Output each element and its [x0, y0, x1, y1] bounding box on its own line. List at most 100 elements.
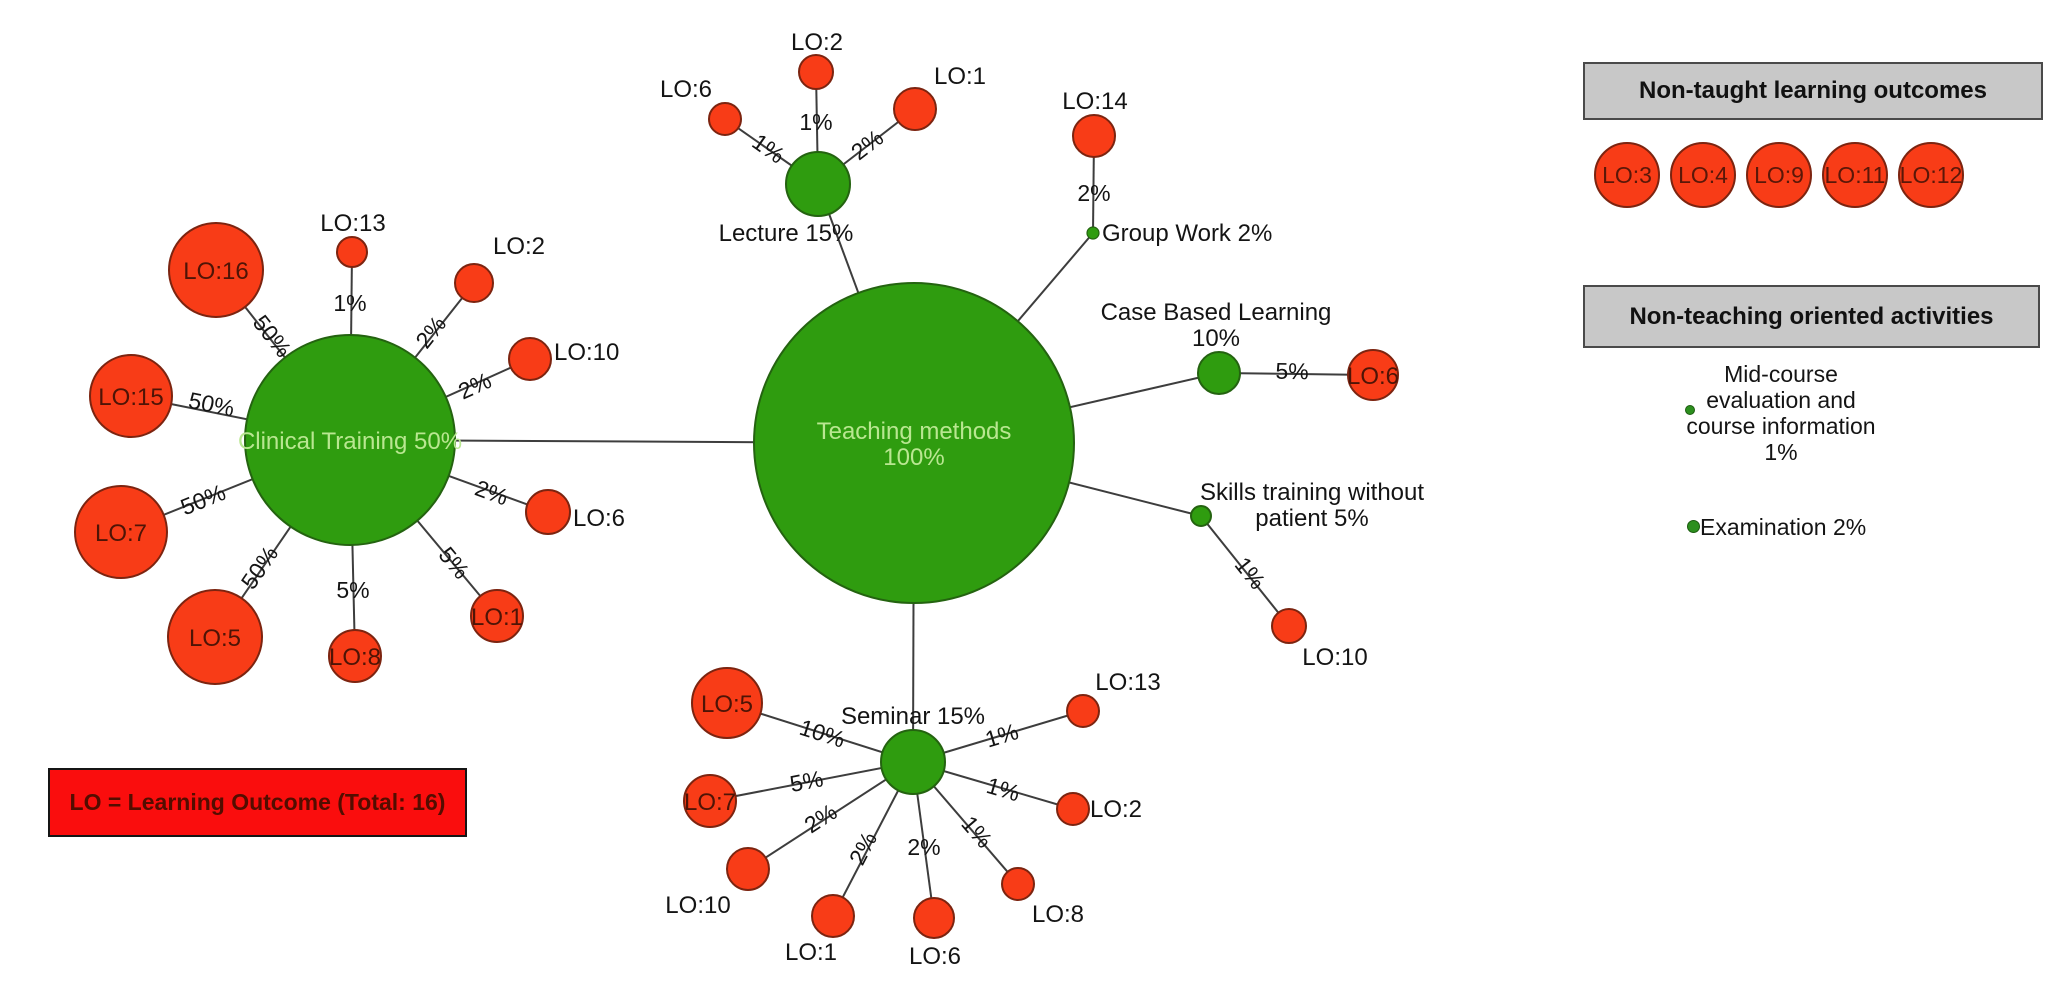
legend-non-teaching-box: Non-teaching oriented activities: [1583, 285, 2040, 348]
node-s10-label: LO:10: [1302, 644, 1367, 671]
node-groupwork-label: Group Work 2%: [1102, 220, 1272, 247]
node-se13-label: LO:13: [1095, 669, 1160, 696]
node-cb6-label: LO:6: [1347, 363, 1399, 390]
node-clinical-label: Clinical Training 50%: [238, 428, 462, 455]
edge-label-clinical-c6: 2%: [472, 475, 512, 511]
node-se2-circle: [1056, 792, 1090, 826]
node-cbl-label: Case Based Learning 10%: [1101, 299, 1332, 352]
nodes: Teaching methods 100% Clinical Training 50…: [74, 29, 1424, 970]
legend-non-taught-title: Non-taught learning outcomes: [1639, 77, 1987, 104]
edge-label-groupwork-g14: 2%: [1077, 180, 1110, 206]
node-g14-label: LO:14: [1062, 88, 1127, 115]
lo-abbreviation-box: LO = Learning Outcome (Total: 16): [48, 768, 467, 837]
legend-non-teaching-title: Non-teaching oriented activities: [1629, 302, 1994, 330]
node-se10-label: LO:10: [665, 892, 730, 919]
node-s10-circle: [1271, 608, 1307, 644]
edge-label-clinical-c13: 1%: [333, 290, 366, 316]
node-se1-label: LO:1: [785, 939, 837, 966]
edge-label-seminar-se2: 1%: [984, 772, 1023, 806]
edge-label-clinical-c15: 50%: [186, 387, 236, 422]
mid-course-evaluation-label: Mid-course evaluation and course informa…: [1686, 361, 1876, 465]
examination-dot-icon: [1687, 520, 1700, 533]
node-c5-label: LO:5: [189, 625, 241, 652]
node-c15-label: LO:15: [98, 384, 163, 411]
node-se7-circle: [683, 774, 737, 828]
edge-label-lecture-l1: 2%: [846, 124, 888, 165]
node-c13-label: LO:13: [320, 210, 385, 237]
edge-label-seminar-se6: 2%: [907, 834, 940, 860]
legend-outcome-circle: LO:4: [1670, 142, 1736, 208]
legend-outcome-circle: LO:3: [1594, 142, 1660, 208]
legend-non-taught-box: Non-taught learning outcomes: [1583, 62, 2043, 120]
legend-outcome-circle: LO:12: [1898, 142, 1964, 208]
node-cb6-circle: [1347, 349, 1399, 401]
node-l6-label: LO:6: [660, 76, 712, 103]
lo-abbreviation-label: LO = Learning Outcome (Total: 16): [69, 789, 446, 815]
node-c7-label: LO:7: [95, 520, 147, 547]
node-se10-circle: [726, 847, 770, 891]
node-c16-circle: [168, 222, 264, 318]
edge-label-cbl-cb6: 5%: [1275, 358, 1309, 384]
node-se8-label: LO:8: [1032, 901, 1084, 928]
node-c10-label: LO:10: [554, 339, 619, 366]
node-c1-label: LO:1: [471, 604, 523, 631]
node-c2-circle: [454, 263, 494, 303]
node-clinical-circle: [244, 334, 456, 546]
node-l1-circle: [893, 87, 937, 131]
edge-label-lecture-l2: 1%: [799, 109, 832, 135]
node-groupwork-circle: [1086, 226, 1100, 240]
node-se1-circle: [811, 894, 855, 938]
edge-label-clinical-c8: 5%: [336, 577, 369, 603]
node-c2-label: LO:2: [493, 233, 545, 260]
node-c15-circle: [89, 354, 173, 438]
legend-non-taught-circles: LO:3 LO:4 LO:9 LO:11 LO:12: [1594, 142, 1964, 208]
legend-outcome-circle: LO:11: [1822, 142, 1888, 208]
node-se8-circle: [1001, 867, 1035, 901]
node-c6-circle: [525, 489, 571, 535]
node-c16-label: LO:16: [183, 258, 248, 285]
node-c5-circle: [167, 589, 263, 685]
node-l2-circle: [798, 54, 834, 90]
node-c7-circle: [74, 485, 168, 579]
node-c8-label: LO:8: [329, 644, 381, 671]
edge-seminar-se7: [709, 761, 914, 802]
node-g14-circle: [1072, 114, 1116, 158]
edge-label-clinical-c2: 2%: [410, 311, 451, 353]
node-se5-circle: [691, 667, 763, 739]
node-cbl-circle: [1197, 351, 1241, 395]
edge-skills-s10: [1200, 515, 1290, 627]
node-c10-circle: [508, 337, 552, 381]
edge-label-seminar-se8: 1%: [956, 811, 997, 853]
edge-label-seminar-se13: 1%: [982, 718, 1021, 752]
node-c13-circle: [336, 236, 368, 268]
node-se6-label: LO:6: [909, 943, 961, 970]
node-skills-label: Skills training without patient 5%: [1200, 479, 1424, 532]
edge-label-clinical-c7: 50%: [177, 479, 229, 520]
node-seminar-label: Seminar 15%: [841, 703, 985, 730]
node-c1-circle: [470, 589, 524, 643]
examination-label: Examination 2%: [1700, 514, 1867, 540]
node-teaching-label: Teaching methods 100%: [817, 418, 1012, 471]
node-seminar-circle: [880, 729, 946, 795]
node-lecture-circle: [785, 151, 851, 217]
mid-course-dot-icon: [1685, 405, 1695, 415]
edge-label-lecture-l6: 1%: [748, 128, 790, 168]
node-teaching-circle: [753, 282, 1075, 604]
edge-label-clinical-c10: 2%: [454, 367, 495, 404]
node-se7-label: LO:7: [684, 789, 736, 816]
node-lecture-label: Lecture 15%: [719, 220, 854, 247]
edge-label-seminar-se7: 5%: [788, 765, 826, 797]
node-se5-label: LO:5: [701, 691, 753, 718]
node-skills-circle: [1190, 505, 1212, 527]
legend-outcome-circle: LO:9: [1746, 142, 1812, 208]
node-c8-circle: [328, 629, 382, 683]
node-se6-circle: [913, 897, 955, 939]
node-se13-circle: [1066, 694, 1100, 728]
node-c6-label: LO:6: [573, 505, 625, 532]
node-se2-label: LO:2: [1090, 796, 1142, 823]
node-l1-label: LO:1: [934, 63, 986, 90]
node-l2-label: LO:2: [791, 29, 843, 56]
node-l6-circle: [708, 102, 742, 136]
